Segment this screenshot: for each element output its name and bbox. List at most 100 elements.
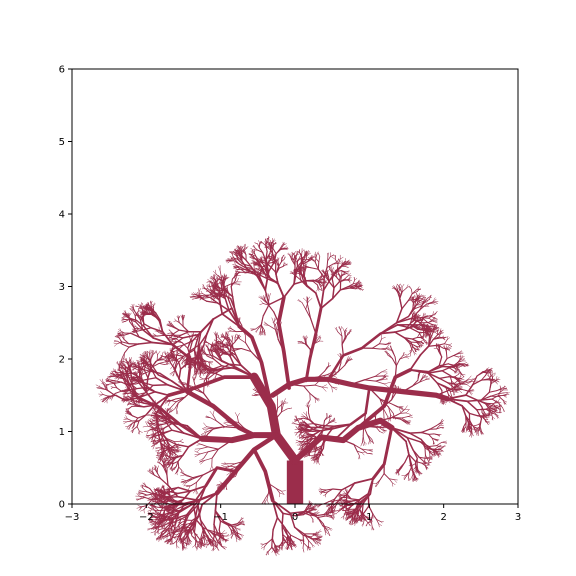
twig <box>482 417 487 423</box>
twig <box>217 334 220 339</box>
twig <box>340 507 344 510</box>
twig <box>498 396 504 401</box>
twig <box>139 373 145 377</box>
twig <box>449 374 457 380</box>
twig <box>338 499 343 502</box>
twig <box>422 374 424 378</box>
twig <box>436 441 443 446</box>
twig <box>454 374 459 378</box>
twig <box>226 341 229 345</box>
twig <box>212 285 216 287</box>
twig <box>238 320 243 326</box>
twig <box>149 369 161 374</box>
twig <box>225 334 230 338</box>
twig <box>218 266 221 272</box>
twig <box>447 348 452 350</box>
twig <box>436 382 447 388</box>
twig <box>228 336 230 340</box>
twig <box>496 414 498 419</box>
twig <box>195 386 205 394</box>
twig <box>379 431 384 434</box>
twig <box>435 327 439 329</box>
twig <box>200 457 205 462</box>
twig <box>456 361 458 366</box>
twig <box>170 465 173 469</box>
twig <box>233 348 242 352</box>
twig <box>344 489 348 493</box>
twig <box>149 424 153 427</box>
twig <box>441 337 445 339</box>
twig <box>324 491 329 493</box>
twig <box>468 426 471 430</box>
twig <box>460 378 465 381</box>
twig <box>419 345 430 356</box>
twig <box>466 428 469 430</box>
twig <box>203 380 205 394</box>
twig <box>488 408 490 413</box>
twig <box>145 421 149 427</box>
twig <box>163 351 166 355</box>
twig <box>346 504 353 506</box>
twig <box>438 356 443 367</box>
twig <box>486 367 490 370</box>
twig <box>450 388 455 393</box>
twig <box>420 438 428 447</box>
twig <box>409 369 430 373</box>
twig <box>381 369 388 373</box>
twig <box>412 449 420 458</box>
twig <box>376 425 383 431</box>
twig <box>245 342 252 352</box>
twig <box>153 440 158 444</box>
twig <box>362 493 372 505</box>
twig <box>491 398 500 404</box>
twig <box>435 389 451 396</box>
twig <box>402 352 405 356</box>
twig <box>279 321 281 326</box>
twig <box>346 517 350 521</box>
twig <box>470 432 473 436</box>
twig <box>207 347 210 354</box>
twig <box>344 507 350 510</box>
twig <box>253 387 257 392</box>
twig <box>328 416 333 418</box>
twig <box>495 379 501 381</box>
twig <box>229 350 235 355</box>
twig <box>205 344 208 349</box>
twig <box>154 429 156 433</box>
twig <box>201 444 209 448</box>
twig <box>428 433 433 439</box>
twig <box>288 254 292 257</box>
twig <box>239 338 246 344</box>
twig <box>242 330 253 338</box>
twig <box>238 422 245 429</box>
twig <box>215 336 218 344</box>
twig <box>401 417 407 422</box>
twig <box>497 398 501 402</box>
twig <box>217 439 233 450</box>
twig <box>221 360 238 369</box>
twig <box>394 384 397 389</box>
twig <box>363 505 370 514</box>
twig <box>332 421 337 423</box>
twig <box>206 285 211 288</box>
twig <box>199 451 209 455</box>
twig <box>359 517 362 520</box>
twig <box>359 455 361 460</box>
twig <box>161 422 173 430</box>
twig <box>490 412 496 415</box>
twig <box>207 448 219 453</box>
twig <box>463 426 467 430</box>
twig <box>355 514 359 519</box>
twig <box>444 343 450 346</box>
twig <box>221 313 241 328</box>
twig <box>462 426 465 430</box>
twig <box>213 289 219 292</box>
twig <box>213 286 217 289</box>
twig <box>436 445 443 448</box>
twig <box>417 469 420 474</box>
twig <box>323 494 326 496</box>
tree-branch-0 <box>249 372 300 465</box>
twig <box>314 397 320 400</box>
tree-branch-8 <box>276 295 291 390</box>
twig <box>203 422 207 427</box>
